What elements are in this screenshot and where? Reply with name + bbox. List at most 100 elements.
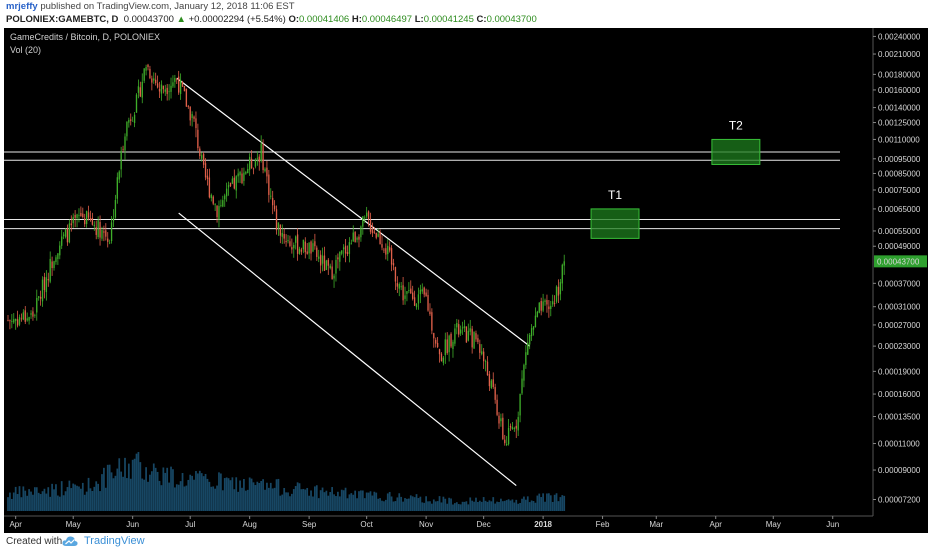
volume-bar (415, 494, 418, 511)
candle-body (139, 87, 142, 97)
volume-bar (294, 486, 297, 511)
volume-bar (160, 485, 163, 511)
candle-body (479, 344, 481, 353)
candle-body (459, 329, 462, 334)
candle-body (197, 129, 199, 149)
candle-body (82, 213, 84, 218)
candle-body (490, 380, 492, 389)
candle-body (385, 248, 387, 255)
candle-body (243, 172, 245, 181)
last-price: 0.00043700 (123, 14, 174, 25)
candle-body (293, 244, 295, 249)
volume-bar (18, 486, 21, 511)
volume-bar (164, 472, 167, 511)
volume-bar (127, 463, 130, 511)
volume-bar (158, 480, 161, 511)
volume-bar (122, 476, 124, 511)
volume-bar (289, 496, 291, 511)
y-tick-label: 0.00013500 (878, 412, 921, 421)
volume-bar (319, 490, 322, 511)
candle-body (147, 64, 149, 68)
volume-bar (459, 504, 462, 511)
x-tick-label: Mar (649, 520, 663, 529)
channel-upper-line (176, 77, 531, 347)
volume-bar (431, 503, 433, 511)
volume-bar (500, 498, 502, 511)
volume-bar (440, 502, 443, 511)
volume-bar (538, 493, 541, 511)
volume-bar (57, 495, 59, 511)
candle-body (74, 215, 76, 218)
volume-bar (400, 496, 403, 511)
volume-bar (406, 498, 408, 511)
candle-body (402, 285, 404, 301)
created-with-text: Created with (6, 536, 63, 547)
candle-body (331, 266, 333, 280)
volume-bar (325, 490, 328, 511)
candle-body (373, 231, 376, 233)
volume-bar (145, 467, 147, 511)
candle-body (45, 277, 48, 293)
volume-bar (126, 478, 128, 511)
author-link[interactable]: mrjeffy (6, 1, 38, 12)
volume-bar (473, 501, 475, 511)
candle-body (458, 324, 460, 335)
volume-bar (419, 496, 422, 511)
volume-bar (304, 489, 307, 511)
candle-body (446, 339, 448, 354)
x-tick-label: Nov (419, 520, 433, 529)
candle-body (166, 87, 168, 94)
candle-body (227, 185, 230, 188)
candle-body (252, 168, 255, 170)
candle-body (93, 224, 95, 227)
volume-bar (39, 494, 42, 511)
volume-bar (338, 496, 341, 511)
x-tick-label: 2018 (534, 520, 552, 529)
candle-body (500, 418, 502, 422)
candle-body (20, 318, 23, 320)
volume-bar (170, 466, 172, 511)
y-tick-label: 0.00160000 (878, 86, 921, 95)
candle-body (519, 394, 521, 416)
chart-area[interactable]: T1 T2 0.00240000 0.00210000 0.00180000 0.001… (4, 28, 928, 533)
candle-body (415, 304, 418, 308)
volume-bar (53, 489, 55, 511)
candle-body (36, 297, 38, 313)
volume-bar (513, 502, 516, 511)
tradingview-brand[interactable]: TradingView (84, 535, 145, 547)
volume-bar (116, 468, 119, 511)
target-zone-t1 (590, 208, 640, 239)
volume-bar (348, 494, 351, 511)
candle-body (469, 328, 471, 332)
candle-body (179, 79, 182, 94)
published-text: published on TradingView.com, January 12… (40, 1, 295, 12)
chart-canvas[interactable]: T1 T2 0.00240000 0.00210000 0.00180000 0.001… (4, 28, 928, 533)
volume-bar (519, 502, 521, 511)
volume-bar (329, 492, 332, 511)
volume-bar (482, 497, 485, 511)
candle-body (110, 222, 113, 242)
x-tick-label: Apr (9, 520, 22, 529)
x-tick-label: Jul (185, 520, 195, 529)
volume-bar (536, 495, 539, 511)
candle-body (308, 242, 310, 254)
candle-body (7, 320, 9, 321)
volume-bar (480, 501, 483, 511)
volume-bar (281, 494, 284, 511)
volume-bar (335, 496, 337, 511)
volume-bar (172, 469, 174, 511)
volume-bar (526, 496, 529, 511)
candle-body (32, 311, 34, 317)
candle-body (381, 244, 383, 248)
candle-body (26, 318, 28, 321)
volume-bar (218, 472, 220, 511)
candle-body (229, 182, 232, 187)
candle-body (214, 204, 216, 205)
candle-body (400, 286, 402, 288)
candle-body (34, 314, 36, 316)
candle-body (427, 295, 429, 311)
volume-bar (517, 503, 520, 511)
candle-body (354, 232, 356, 243)
volume-bar (244, 490, 247, 511)
volume-bar (285, 492, 287, 511)
